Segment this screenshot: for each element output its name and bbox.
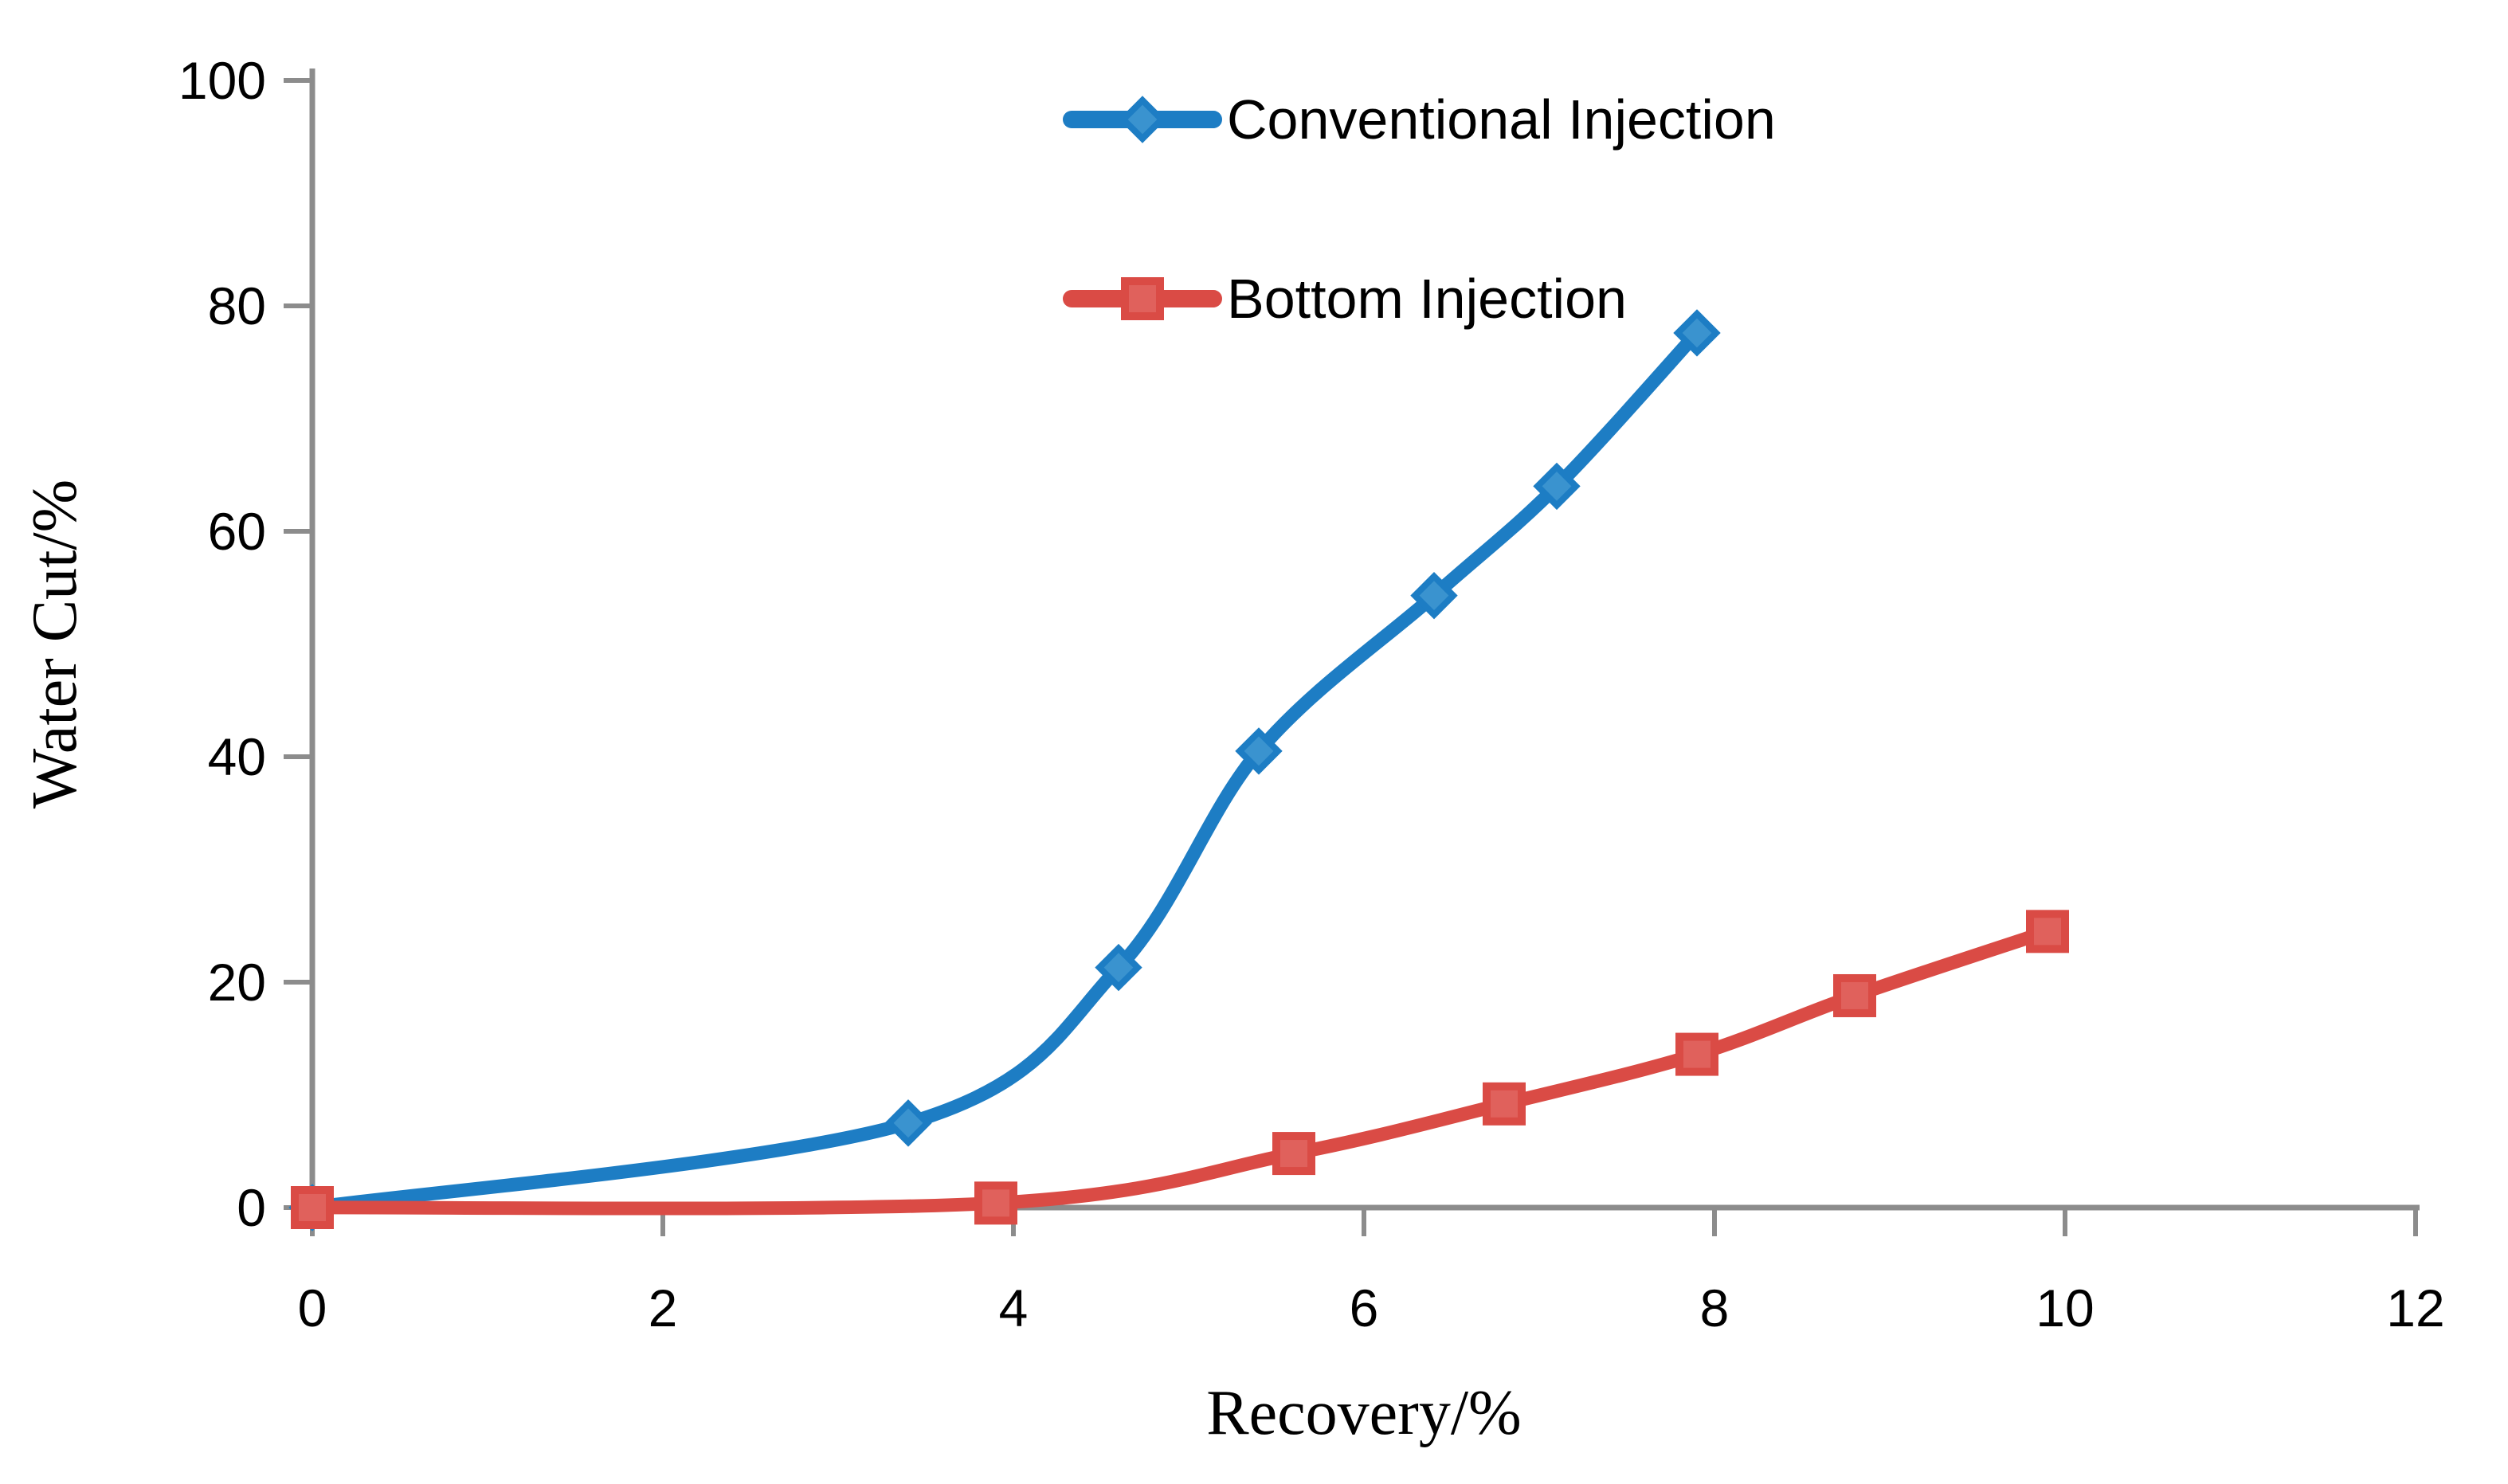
square-marker-inner: [1491, 1090, 1518, 1118]
diamond-marker-inner: [893, 1108, 923, 1138]
legend-marker: [1121, 277, 1164, 320]
square-marker-inner: [1683, 1040, 1711, 1068]
data-point-marker-bottom-injection: [291, 1186, 334, 1229]
diamond-marker-inner: [1103, 953, 1134, 982]
square-marker-inner: [2034, 918, 2061, 946]
y-tick-label: 0: [237, 1178, 266, 1237]
series-bottom-injection: [291, 910, 2069, 1229]
data-point-marker-bottom-injection: [2026, 910, 2069, 953]
data-point-marker-conventional-injection: [1673, 309, 1721, 357]
x-tick-label: 4: [999, 1278, 1029, 1337]
x-tick-label: 6: [1350, 1278, 1379, 1337]
data-point-marker-bottom-injection: [1272, 1132, 1315, 1176]
square-marker-inner: [982, 1189, 1009, 1217]
x-tick-label: 10: [2036, 1278, 2094, 1337]
square-marker-inner: [1129, 285, 1156, 312]
legend-label: Bottom Injection: [1227, 268, 1627, 330]
y-axis-title: Water Cut/%: [20, 480, 90, 809]
diamond-marker-inner: [1542, 472, 1572, 501]
data-point-marker-bottom-injection: [1675, 1032, 1718, 1076]
series-line-bottom-injection: [305, 924, 2055, 1216]
square-marker-inner: [1280, 1140, 1307, 1168]
data-point-marker-bottom-injection: [974, 1181, 1017, 1225]
x-axis-title: Recovery/%: [1206, 1378, 1521, 1448]
legend-label: Conventional Injection: [1227, 88, 1776, 151]
diamond-marker-inner: [1127, 104, 1158, 135]
x-tick-label: 12: [2386, 1278, 2444, 1337]
legend-item-conventional-injection: Conventional Injection: [1063, 88, 1776, 151]
legend: Conventional Injection Bottom Injection: [1063, 88, 1776, 330]
diamond-marker-inner: [1682, 318, 1712, 348]
y-tick-label: 80: [208, 276, 266, 335]
legend-item-bottom-injection: Bottom Injection: [1063, 268, 1627, 330]
data-point-marker-bottom-injection: [1483, 1082, 1526, 1126]
data-point-marker-conventional-injection: [884, 1099, 932, 1147]
y-tick-label: 60: [208, 502, 266, 561]
y-tick-label: 40: [208, 727, 266, 786]
x-tick-label: 8: [1700, 1278, 1730, 1337]
square-marker-inner: [1841, 981, 1868, 1009]
y-tick-label: 20: [208, 953, 266, 1012]
diamond-marker-inner: [1244, 736, 1274, 766]
x-tick-label: 2: [649, 1278, 678, 1337]
x-tick-label: 0: [298, 1278, 327, 1337]
square-marker-inner: [299, 1194, 326, 1221]
y-tick-label: 100: [178, 51, 266, 110]
data-point-marker-bottom-injection: [1833, 973, 1876, 1017]
diamond-marker-inner: [1419, 581, 1449, 611]
legend-marker: [1119, 96, 1166, 143]
series-line-conventional-injection: [305, 326, 1704, 1215]
